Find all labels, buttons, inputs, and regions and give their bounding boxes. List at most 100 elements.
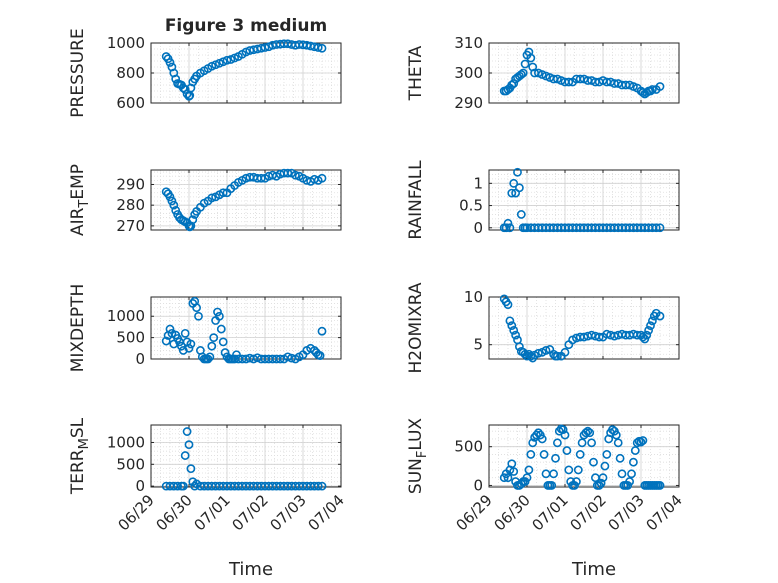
data-point bbox=[186, 464, 196, 474]
data-point bbox=[507, 80, 517, 90]
data-point bbox=[207, 341, 217, 351]
x-axis-label-right: Time bbox=[571, 559, 616, 580]
y-tick-label: 500 bbox=[116, 329, 145, 347]
data-point bbox=[185, 222, 195, 232]
data-point bbox=[636, 437, 646, 447]
data-point bbox=[611, 430, 621, 440]
data-point bbox=[169, 200, 179, 210]
data-point bbox=[646, 86, 655, 96]
data-point bbox=[180, 85, 190, 94]
data-point bbox=[214, 311, 224, 321]
y-tick-label: 500 bbox=[454, 438, 483, 456]
axes-box bbox=[488, 169, 680, 231]
data-point bbox=[180, 328, 190, 338]
y-tick-label: 310 bbox=[454, 34, 483, 52]
data-point bbox=[232, 350, 241, 360]
data-point bbox=[625, 477, 634, 486]
data-point bbox=[511, 330, 520, 340]
data-point bbox=[165, 192, 175, 202]
data-point bbox=[630, 446, 640, 455]
y-tick-label: 0.5 bbox=[459, 197, 483, 215]
data-point bbox=[532, 430, 541, 440]
data-point bbox=[594, 481, 604, 490]
y-tick-label: 0 bbox=[135, 350, 145, 368]
data-point bbox=[528, 438, 538, 448]
axes-box bbox=[150, 169, 342, 231]
data-point bbox=[317, 326, 327, 336]
data-point bbox=[186, 339, 196, 349]
data-point bbox=[507, 188, 517, 198]
y-tick-label: 5 bbox=[473, 336, 483, 354]
data-point bbox=[161, 52, 171, 61]
data-point bbox=[317, 43, 327, 53]
data-point bbox=[218, 188, 228, 198]
subplot-6: 5 10 H2OMIXRA bbox=[406, 282, 680, 374]
data-point bbox=[188, 215, 198, 225]
data-point bbox=[256, 173, 266, 183]
data-point bbox=[173, 481, 182, 491]
y-tick-label: 600 bbox=[116, 94, 145, 112]
data-point bbox=[602, 450, 612, 459]
data-point bbox=[602, 329, 612, 339]
data-point bbox=[547, 481, 557, 490]
y-tick-label: 1000 bbox=[107, 433, 145, 451]
data-point bbox=[515, 183, 524, 193]
y-tick-label: 1000 bbox=[107, 307, 145, 325]
chart-title: Figure 3 medium bbox=[165, 16, 327, 36]
data-point bbox=[513, 167, 522, 177]
data-point bbox=[613, 438, 623, 448]
data-point bbox=[507, 321, 517, 331]
data-point bbox=[171, 205, 181, 215]
data-point bbox=[503, 218, 513, 228]
data-point bbox=[627, 469, 636, 479]
y-axis-label: SUNFLUX bbox=[406, 418, 430, 495]
subplot-3: 270 280 290 AIRTEMP bbox=[68, 164, 342, 236]
data-point bbox=[583, 426, 593, 436]
data-point bbox=[205, 352, 215, 362]
data-point bbox=[587, 438, 596, 448]
y-axis-label: RAINFALL bbox=[406, 160, 426, 240]
data-point bbox=[644, 325, 653, 335]
data-point bbox=[165, 324, 175, 334]
y-axis-label-rest: LUX bbox=[406, 418, 426, 451]
data-point bbox=[646, 321, 655, 331]
data-point bbox=[551, 453, 560, 463]
data-point bbox=[213, 307, 222, 317]
data-point bbox=[516, 210, 526, 219]
subplot-4: 0 0.5 1 RAINFALL bbox=[406, 160, 680, 240]
data-point bbox=[220, 348, 230, 357]
data-point bbox=[283, 168, 293, 178]
data-point bbox=[516, 70, 526, 79]
data-point bbox=[509, 79, 519, 88]
data-point bbox=[534, 348, 543, 358]
y-axis-label: TERRMSL bbox=[68, 417, 92, 495]
data-point bbox=[560, 430, 570, 440]
data-point bbox=[192, 303, 201, 313]
data-point bbox=[520, 349, 530, 359]
y-axis-label-subscript: T bbox=[77, 200, 92, 209]
axes-box bbox=[488, 424, 680, 488]
data-point bbox=[509, 325, 519, 335]
data-point bbox=[216, 324, 226, 334]
y-tick-label: 1000 bbox=[107, 34, 145, 52]
data-point bbox=[594, 332, 604, 342]
data-point bbox=[553, 438, 562, 448]
data-point bbox=[507, 459, 517, 469]
data-point bbox=[587, 330, 596, 340]
data-point bbox=[564, 77, 574, 87]
y-axis-label-rest: EMP bbox=[68, 164, 88, 200]
y-axis-label: H2OMIXRA bbox=[406, 282, 426, 373]
y-tick-label: 0 bbox=[135, 477, 145, 495]
data-point bbox=[207, 193, 217, 203]
data-point bbox=[275, 354, 285, 364]
data-point bbox=[501, 223, 511, 233]
data-point bbox=[165, 58, 175, 67]
data-point bbox=[283, 352, 293, 362]
data-point bbox=[651, 223, 661, 233]
y-tick-label: 800 bbox=[116, 64, 145, 82]
data-point bbox=[194, 311, 203, 321]
data-point bbox=[537, 434, 547, 444]
data-point bbox=[648, 85, 657, 94]
data-point bbox=[313, 481, 323, 491]
data-point bbox=[564, 465, 574, 475]
